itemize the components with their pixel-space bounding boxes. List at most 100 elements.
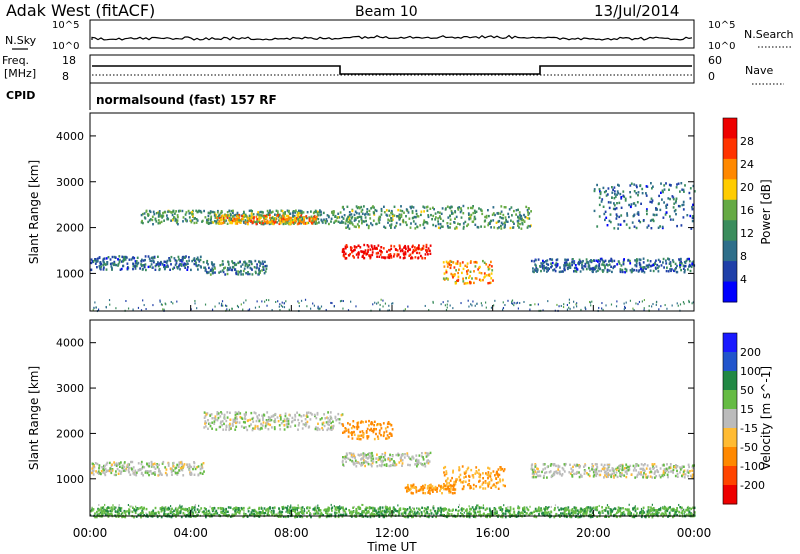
power-band-7-pixel [594, 267, 597, 270]
velocity-band-1-pixel [326, 428, 329, 432]
power-band-2-pixel [151, 218, 154, 222]
power-band-8-pixel [634, 204, 637, 207]
velocity-band-7-pixel [663, 514, 665, 517]
power-band-8-pixel [608, 206, 611, 210]
power-band-8-pixel [603, 212, 606, 216]
velocity-band-1-pixel [229, 422, 231, 426]
velocity-band-2-pixel [371, 429, 373, 432]
power-band-2-pixel [157, 215, 160, 218]
velocity-band-6-pixel [584, 464, 587, 467]
power-band-2-pixel [157, 219, 160, 222]
power-noise-pixel [319, 307, 321, 310]
power-band-7-pixel [676, 264, 678, 268]
velocity-band-3-pixel [425, 452, 428, 455]
power-band-5-pixel [422, 221, 425, 224]
power-band-2-pixel [287, 214, 290, 218]
velocity-band-7-pixel [370, 506, 373, 510]
velocity-band-7-pixel [466, 512, 468, 515]
power-band-5-pixel [393, 226, 396, 229]
power-band-5-pixel [360, 218, 363, 221]
velocity-band-5-pixel [448, 484, 451, 488]
power-band-5-pixel [519, 222, 521, 226]
power-colorbar-segment [723, 199, 737, 221]
power-noise-pixel [513, 304, 515, 307]
velocity-band-0-pixel [127, 462, 130, 466]
power-band-2-pixel [286, 209, 289, 212]
power-band-3-pixel [261, 214, 264, 217]
velocity-band-7-pixel [258, 515, 261, 518]
velocity-band-7-pixel [328, 509, 330, 512]
power-colorbar-segment [723, 138, 737, 160]
power-band-5-pixel [391, 213, 394, 216]
power-band-3-pixel [313, 215, 316, 218]
power-band-5-pixel [399, 209, 402, 212]
power-noise-pixel [562, 306, 565, 309]
power-band-2-pixel [184, 217, 187, 221]
velocity-band-3-pixel [365, 460, 367, 464]
velocity-band-4-pixel [446, 482, 448, 485]
velocity-noise-pixel [91, 506, 93, 509]
velocity-band-2-pixel [356, 427, 359, 431]
power-band-5-pixel [490, 219, 492, 223]
power-band-6-pixel [450, 272, 453, 276]
power-band-1-pixel [262, 262, 264, 266]
power-band-7-pixel [639, 265, 642, 268]
power-band-7-pixel [629, 269, 632, 272]
power-band-8-pixel [633, 202, 636, 205]
velocity-band-7-pixel [140, 506, 143, 509]
velocity-band-4-pixel [497, 487, 500, 490]
power-band-4-pixel [388, 248, 390, 252]
velocity-band-3-pixel [422, 456, 424, 459]
velocity-band-5-pixel [448, 491, 451, 494]
velocity-band-7-pixel [103, 512, 106, 515]
velocity-band-7-pixel [233, 507, 236, 510]
velocity-band-6-pixel [653, 472, 656, 475]
velocity-band-3-pixel [393, 460, 395, 463]
velocity-band-1-pixel [267, 423, 270, 426]
velocity-band-2-pixel [376, 423, 379, 426]
power-band-2-pixel [294, 211, 296, 214]
power-band-3-pixel [228, 214, 230, 218]
velocity-band-2-pixel [390, 434, 393, 437]
velocity-band-2-pixel [341, 423, 344, 426]
velocity-band-6-pixel [607, 475, 609, 478]
velocity-band-5-pixel [428, 488, 431, 491]
power-band-0-pixel [110, 265, 113, 268]
power-band-7-pixel [533, 270, 535, 274]
power-band-5-pixel [377, 217, 380, 220]
power-band-8-pixel [689, 197, 692, 200]
power-band-8-pixel [652, 185, 654, 188]
velocity-band-6-pixel [650, 470, 652, 473]
power-band-7-pixel [601, 263, 603, 266]
power-band-8-pixel [684, 184, 686, 187]
power-band-3-pixel [305, 222, 308, 225]
velocity-band-6-pixel [595, 463, 597, 466]
power-band-8-pixel [653, 213, 656, 217]
power-band-5-pixel [503, 206, 506, 209]
velocity-band-6-pixel [550, 463, 553, 466]
power-band-2-pixel [163, 219, 165, 222]
power-band-7-pixel [543, 269, 546, 272]
power-band-2-pixel [190, 221, 193, 224]
velocity-band-7-pixel [222, 510, 225, 513]
power-band-6-pixel [465, 276, 467, 280]
power-band-0-pixel [117, 258, 119, 261]
power-band-3-pixel [295, 220, 297, 223]
power-band-7-pixel [595, 259, 598, 262]
power-band-4-pixel [389, 255, 391, 258]
velocity-band-0-pixel [108, 461, 111, 465]
power-band-6-pixel [483, 272, 486, 275]
power-band-6-pixel [459, 264, 462, 267]
power-band-2-pixel [306, 216, 308, 220]
power-band-7-pixel [563, 267, 566, 270]
power-noise-pixel [170, 300, 172, 303]
power-band-4-pixel [418, 247, 420, 250]
power-band-8-pixel [628, 226, 631, 230]
velocity-band-2-pixel [343, 430, 346, 433]
velocity-band-3-pixel [389, 453, 391, 456]
velocity-band-7-pixel [269, 506, 271, 509]
velocity-band-0-pixel [119, 472, 122, 475]
power-band-8-pixel [596, 183, 598, 187]
power-band-8-pixel [620, 206, 623, 209]
velocity-band-0-pixel [152, 472, 155, 475]
